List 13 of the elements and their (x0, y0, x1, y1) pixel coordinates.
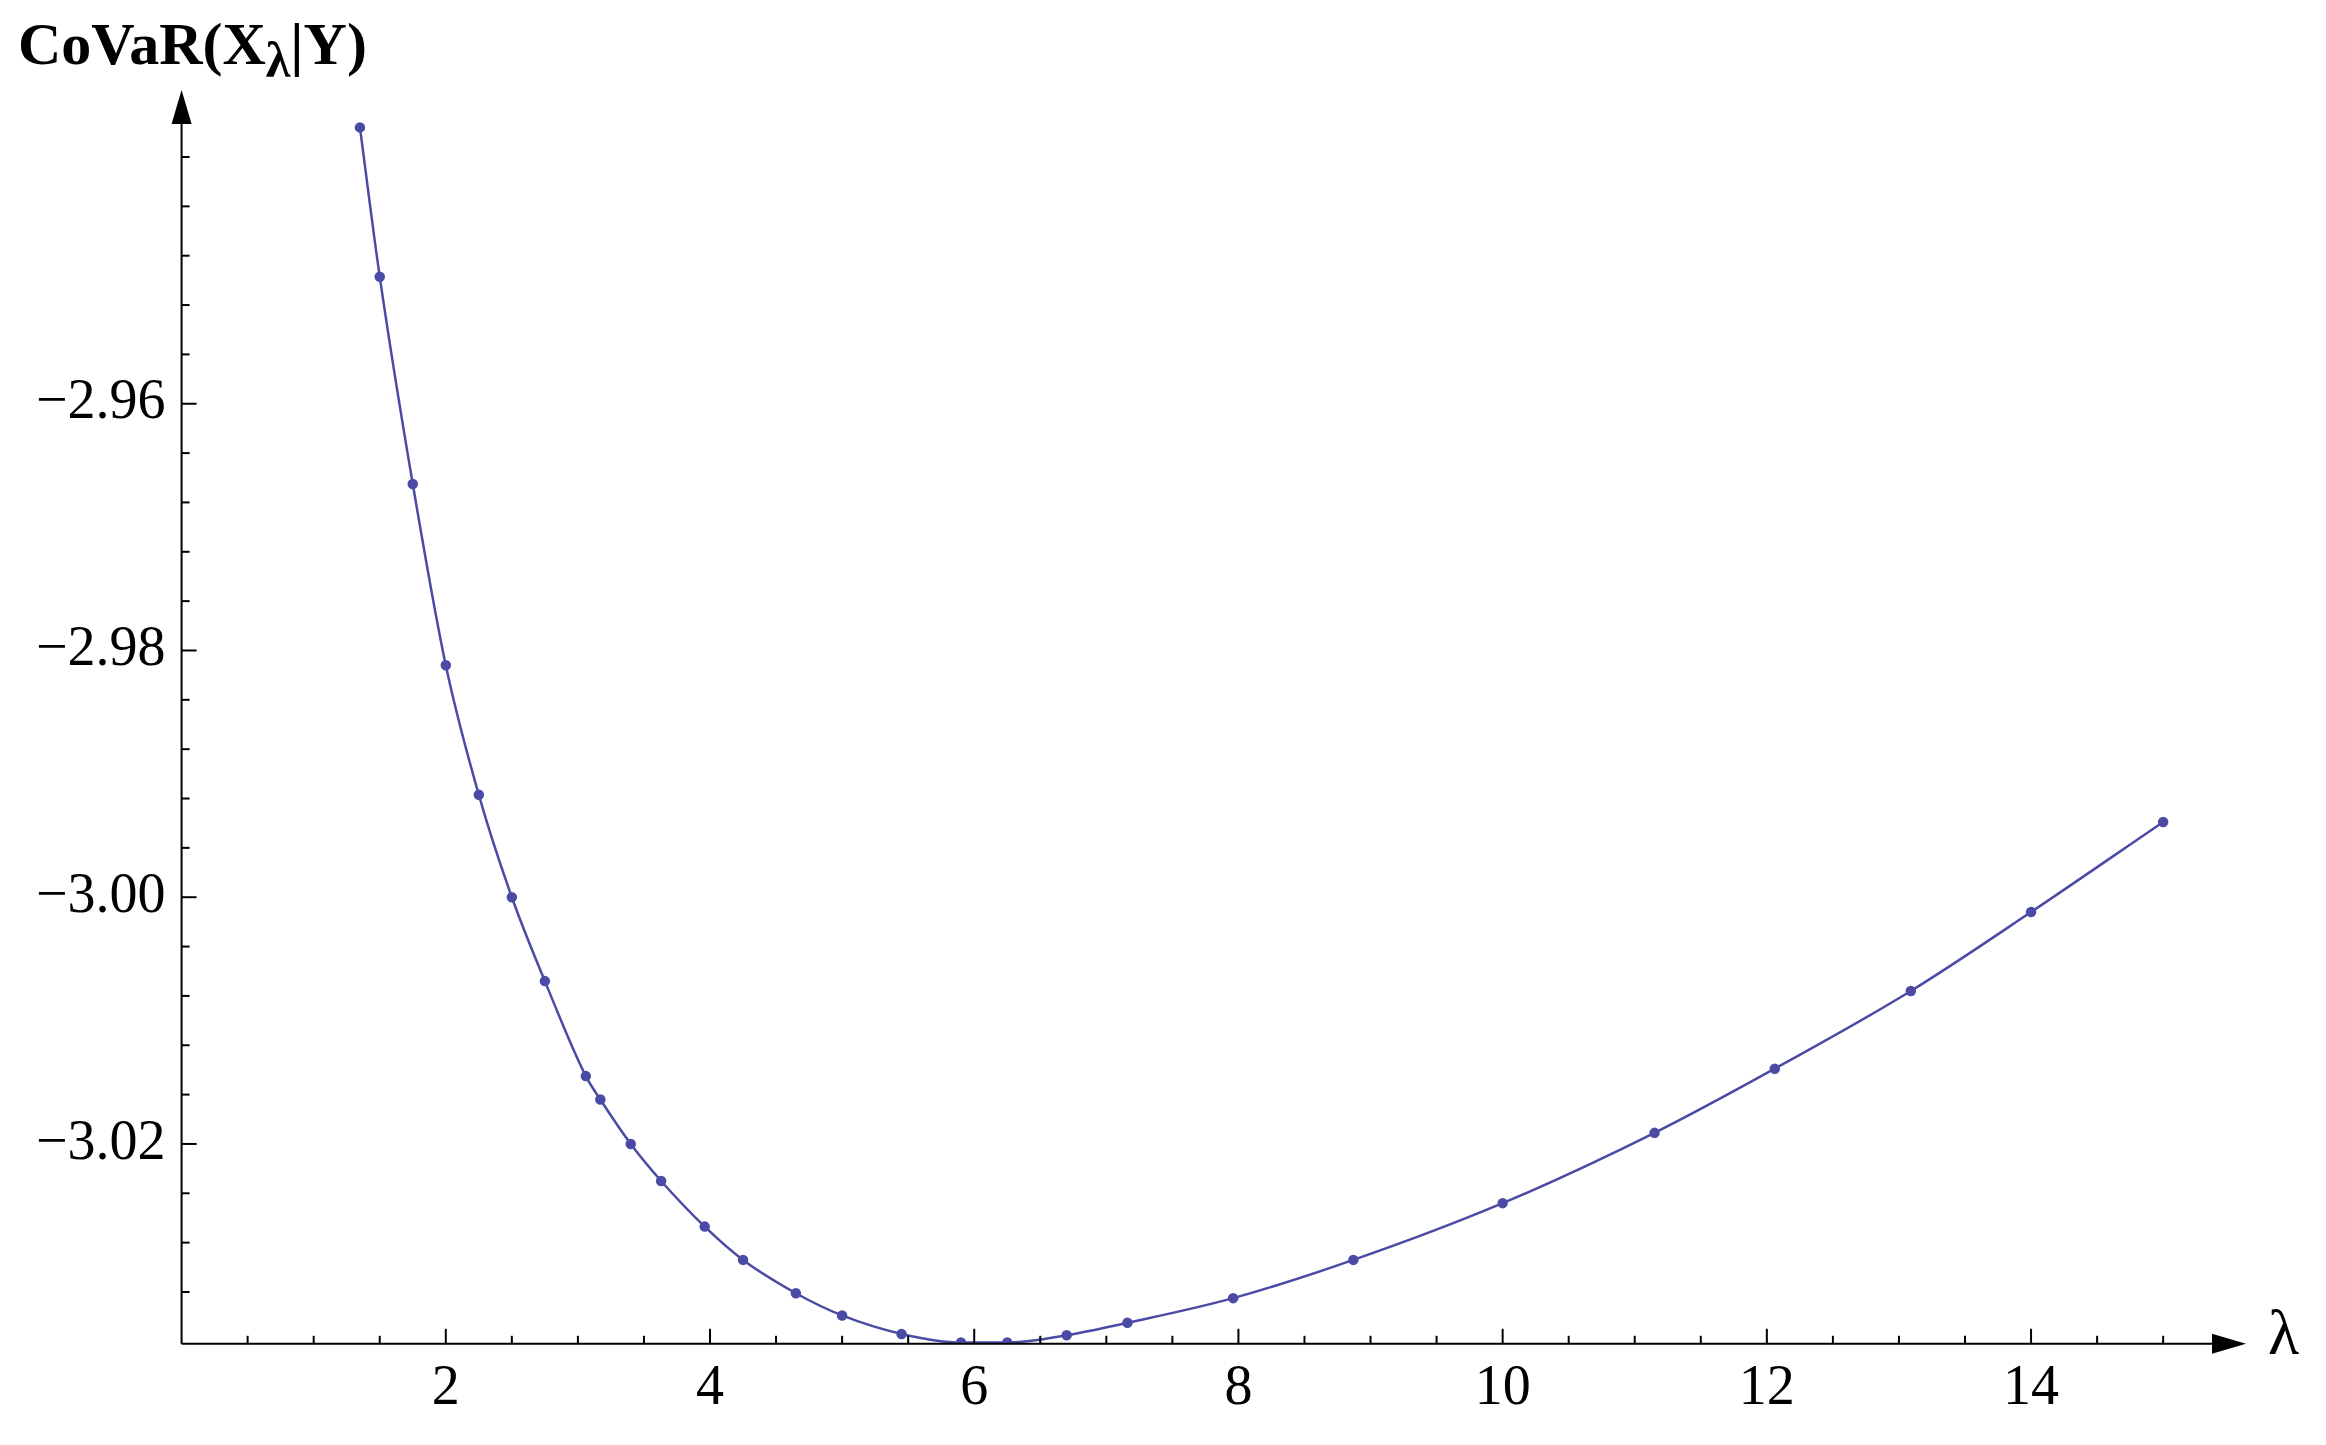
x-tick-label: 2 (431, 1354, 460, 1417)
y-tick-label: −2.98 (35, 615, 166, 678)
x-tick-label: 4 (696, 1354, 724, 1417)
x-tick-label: 8 (1224, 1354, 1253, 1417)
x-axis-title: λ (2268, 1296, 2300, 1370)
y-tick-label: −3.02 (35, 1108, 166, 1171)
x-tick-label: 14 (2003, 1354, 2060, 1417)
y-axis-title: CoVaR(X$_{λ}$|Y) (18, 10, 367, 89)
x-tick-label: 6 (960, 1354, 989, 1417)
x-tick-label: 10 (1474, 1354, 1531, 1417)
x-tick-label: 12 (1738, 1354, 1795, 1417)
y-tick-label: −2.96 (35, 368, 166, 431)
y-tick-label: −3.00 (35, 861, 166, 924)
